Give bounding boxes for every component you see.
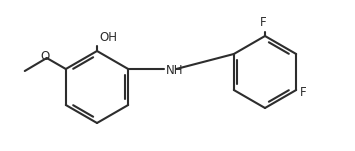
Text: F: F [260, 16, 266, 29]
Text: NH: NH [166, 64, 184, 77]
Text: O: O [40, 50, 49, 64]
Text: F: F [300, 85, 307, 98]
Text: OH: OH [99, 31, 117, 44]
